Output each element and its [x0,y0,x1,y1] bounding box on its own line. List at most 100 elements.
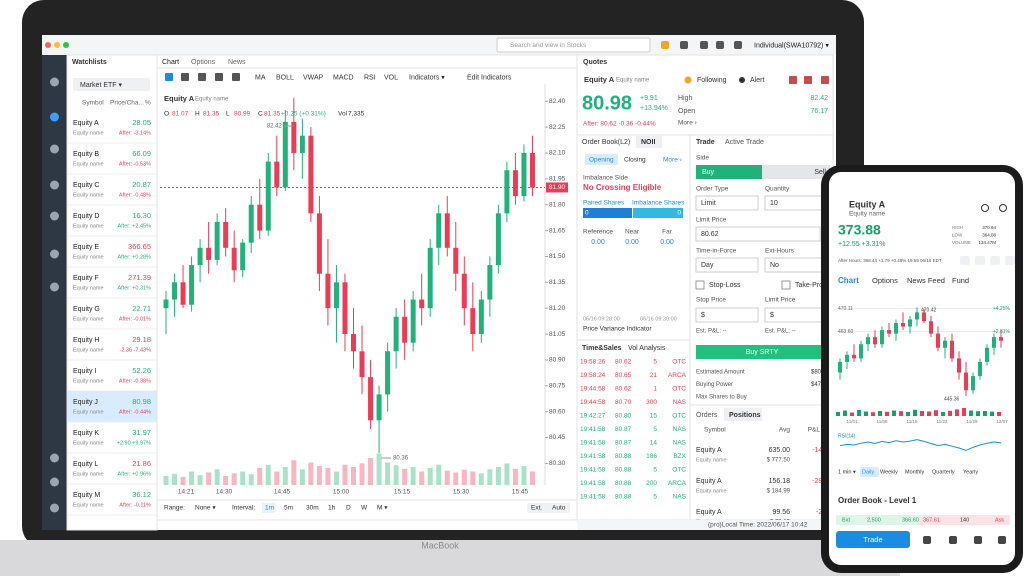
checkbox[interactable] [781,280,791,290]
sell-button[interactable] [762,165,830,179]
tab[interactable]: Chart [162,59,179,66]
toolbar-icon[interactable] [734,41,742,49]
tab[interactable]: Vol Analysis [628,345,666,352]
interval[interactable]: Yearly [963,469,978,475]
bottom-control[interactable]: None ▾ [195,505,216,512]
indicator[interactable]: VOL [384,74,398,81]
toggle[interactable] [527,503,549,513]
bottom-control[interactable]: D [346,505,351,512]
interval[interactable]: Monthly [905,469,925,475]
mini-icon[interactable] [990,256,1000,265]
bottom-control[interactable]: 5m [284,505,293,512]
buy-button[interactable] [696,165,762,179]
header-icon[interactable] [999,204,1007,212]
window-dot[interactable] [54,42,60,48]
interval[interactable]: Quarterly [932,469,955,475]
tool-icon[interactable] [232,73,240,81]
interval[interactable]: Daily [862,469,874,475]
tab[interactable]: Options [191,59,216,66]
nav-icon[interactable] [50,112,59,122]
trade[interactable]: Trade [863,535,882,544]
bell-icon[interactable] [739,77,745,83]
interval[interactable]: Weekly [880,469,898,475]
tool-icon[interactable] [215,73,223,81]
buy[interactable]: Buy [702,169,715,176]
mode[interactable]: Opening [589,157,614,164]
indicator[interactable]: MA [255,74,266,81]
toolbar-icon[interactable] [661,41,669,49]
toggle[interactable] [548,503,570,513]
follow[interactable]: Following [697,77,727,84]
tab[interactable]: Active Trade [725,139,764,146]
tab[interactable]: Orders [696,412,718,419]
sell[interactable]: Sell [814,169,826,176]
input[interactable] [695,307,759,323]
tab[interactable]: Positions [729,412,761,419]
nav-icon[interactable] [50,144,59,154]
input[interactable] [764,307,828,323]
tool-icon[interactable] [181,73,189,81]
toolbar-icon[interactable] [700,41,708,49]
filter-select[interactable] [73,78,150,91]
input[interactable] [695,195,759,211]
search-box[interactable] [496,37,651,53]
bottom-icon[interactable] [949,536,957,544]
header-icon[interactable] [981,204,989,212]
bottom-icon[interactable] [998,536,1006,544]
tab[interactable]: NOII [641,139,655,146]
tab[interactable]: Options [872,276,898,285]
mini-icon[interactable] [1005,256,1015,265]
trade-button[interactable] [836,531,910,548]
tab[interactable]: Trade [696,139,715,146]
bottom-control[interactable]: W [361,505,368,512]
indicator[interactable]: Edit Indicators [467,74,512,81]
indicator[interactable]: Indicators ▾ [409,74,445,81]
bottom-icon[interactable] [923,536,931,544]
bottom-control[interactable]: 30m [306,505,319,512]
window-dot[interactable] [63,42,69,48]
tool-icon[interactable] [165,73,173,81]
tab[interactable]: Order Book(L2) [582,139,630,146]
more[interactable]: More › [678,120,697,127]
submit[interactable]: Buy SRTY [746,349,779,356]
bottom-control[interactable]: 1h [328,505,336,512]
nav-icon[interactable] [50,503,59,513]
bottom-control[interactable]: Auto [552,505,566,512]
bottom-control[interactable]: Ext. [531,505,542,512]
more[interactable]: More › [663,157,682,164]
input[interactable] [695,226,821,242]
alert[interactable]: Alert [750,77,764,84]
tool-icon[interactable] [198,73,206,81]
toolbar-icon[interactable] [680,41,688,49]
tab[interactable]: News Feed [907,276,945,285]
indicator[interactable]: RSI [364,74,376,81]
indicator[interactable]: BOLL [276,74,294,81]
bottom-control[interactable]: 1m [265,505,274,512]
tab[interactable]: Chart [838,276,859,285]
submit-button[interactable] [696,345,828,359]
tab[interactable]: News [228,59,246,66]
mini-icon[interactable] [975,256,985,265]
bottom-control[interactable]: Interval: [232,505,255,512]
input[interactable] [695,257,759,273]
checkbox[interactable] [695,280,705,290]
tab[interactable]: Time&Sales [582,345,622,352]
interval[interactable]: 1 min ▾ [838,469,856,475]
window-dot[interactable] [45,42,51,48]
nav-icon[interactable] [50,249,59,259]
nav-icon[interactable] [50,180,59,190]
bottom-control[interactable]: M ▾ [377,505,388,512]
nav-icon[interactable] [50,211,59,221]
nav-icon[interactable] [50,282,59,292]
mini-icon[interactable] [960,256,970,265]
tab[interactable]: Fund [952,276,969,285]
mode[interactable]: Closing [624,157,646,164]
nav-icon[interactable] [50,477,59,487]
toolbar-icon[interactable] [716,41,724,49]
indicator[interactable]: MACD [333,74,354,81]
star-icon[interactable] [684,76,692,84]
nav-icon[interactable] [50,77,59,87]
indicator[interactable]: VWAP [303,74,324,81]
nav-icon[interactable] [50,453,59,463]
bottom-icon[interactable] [974,536,982,544]
